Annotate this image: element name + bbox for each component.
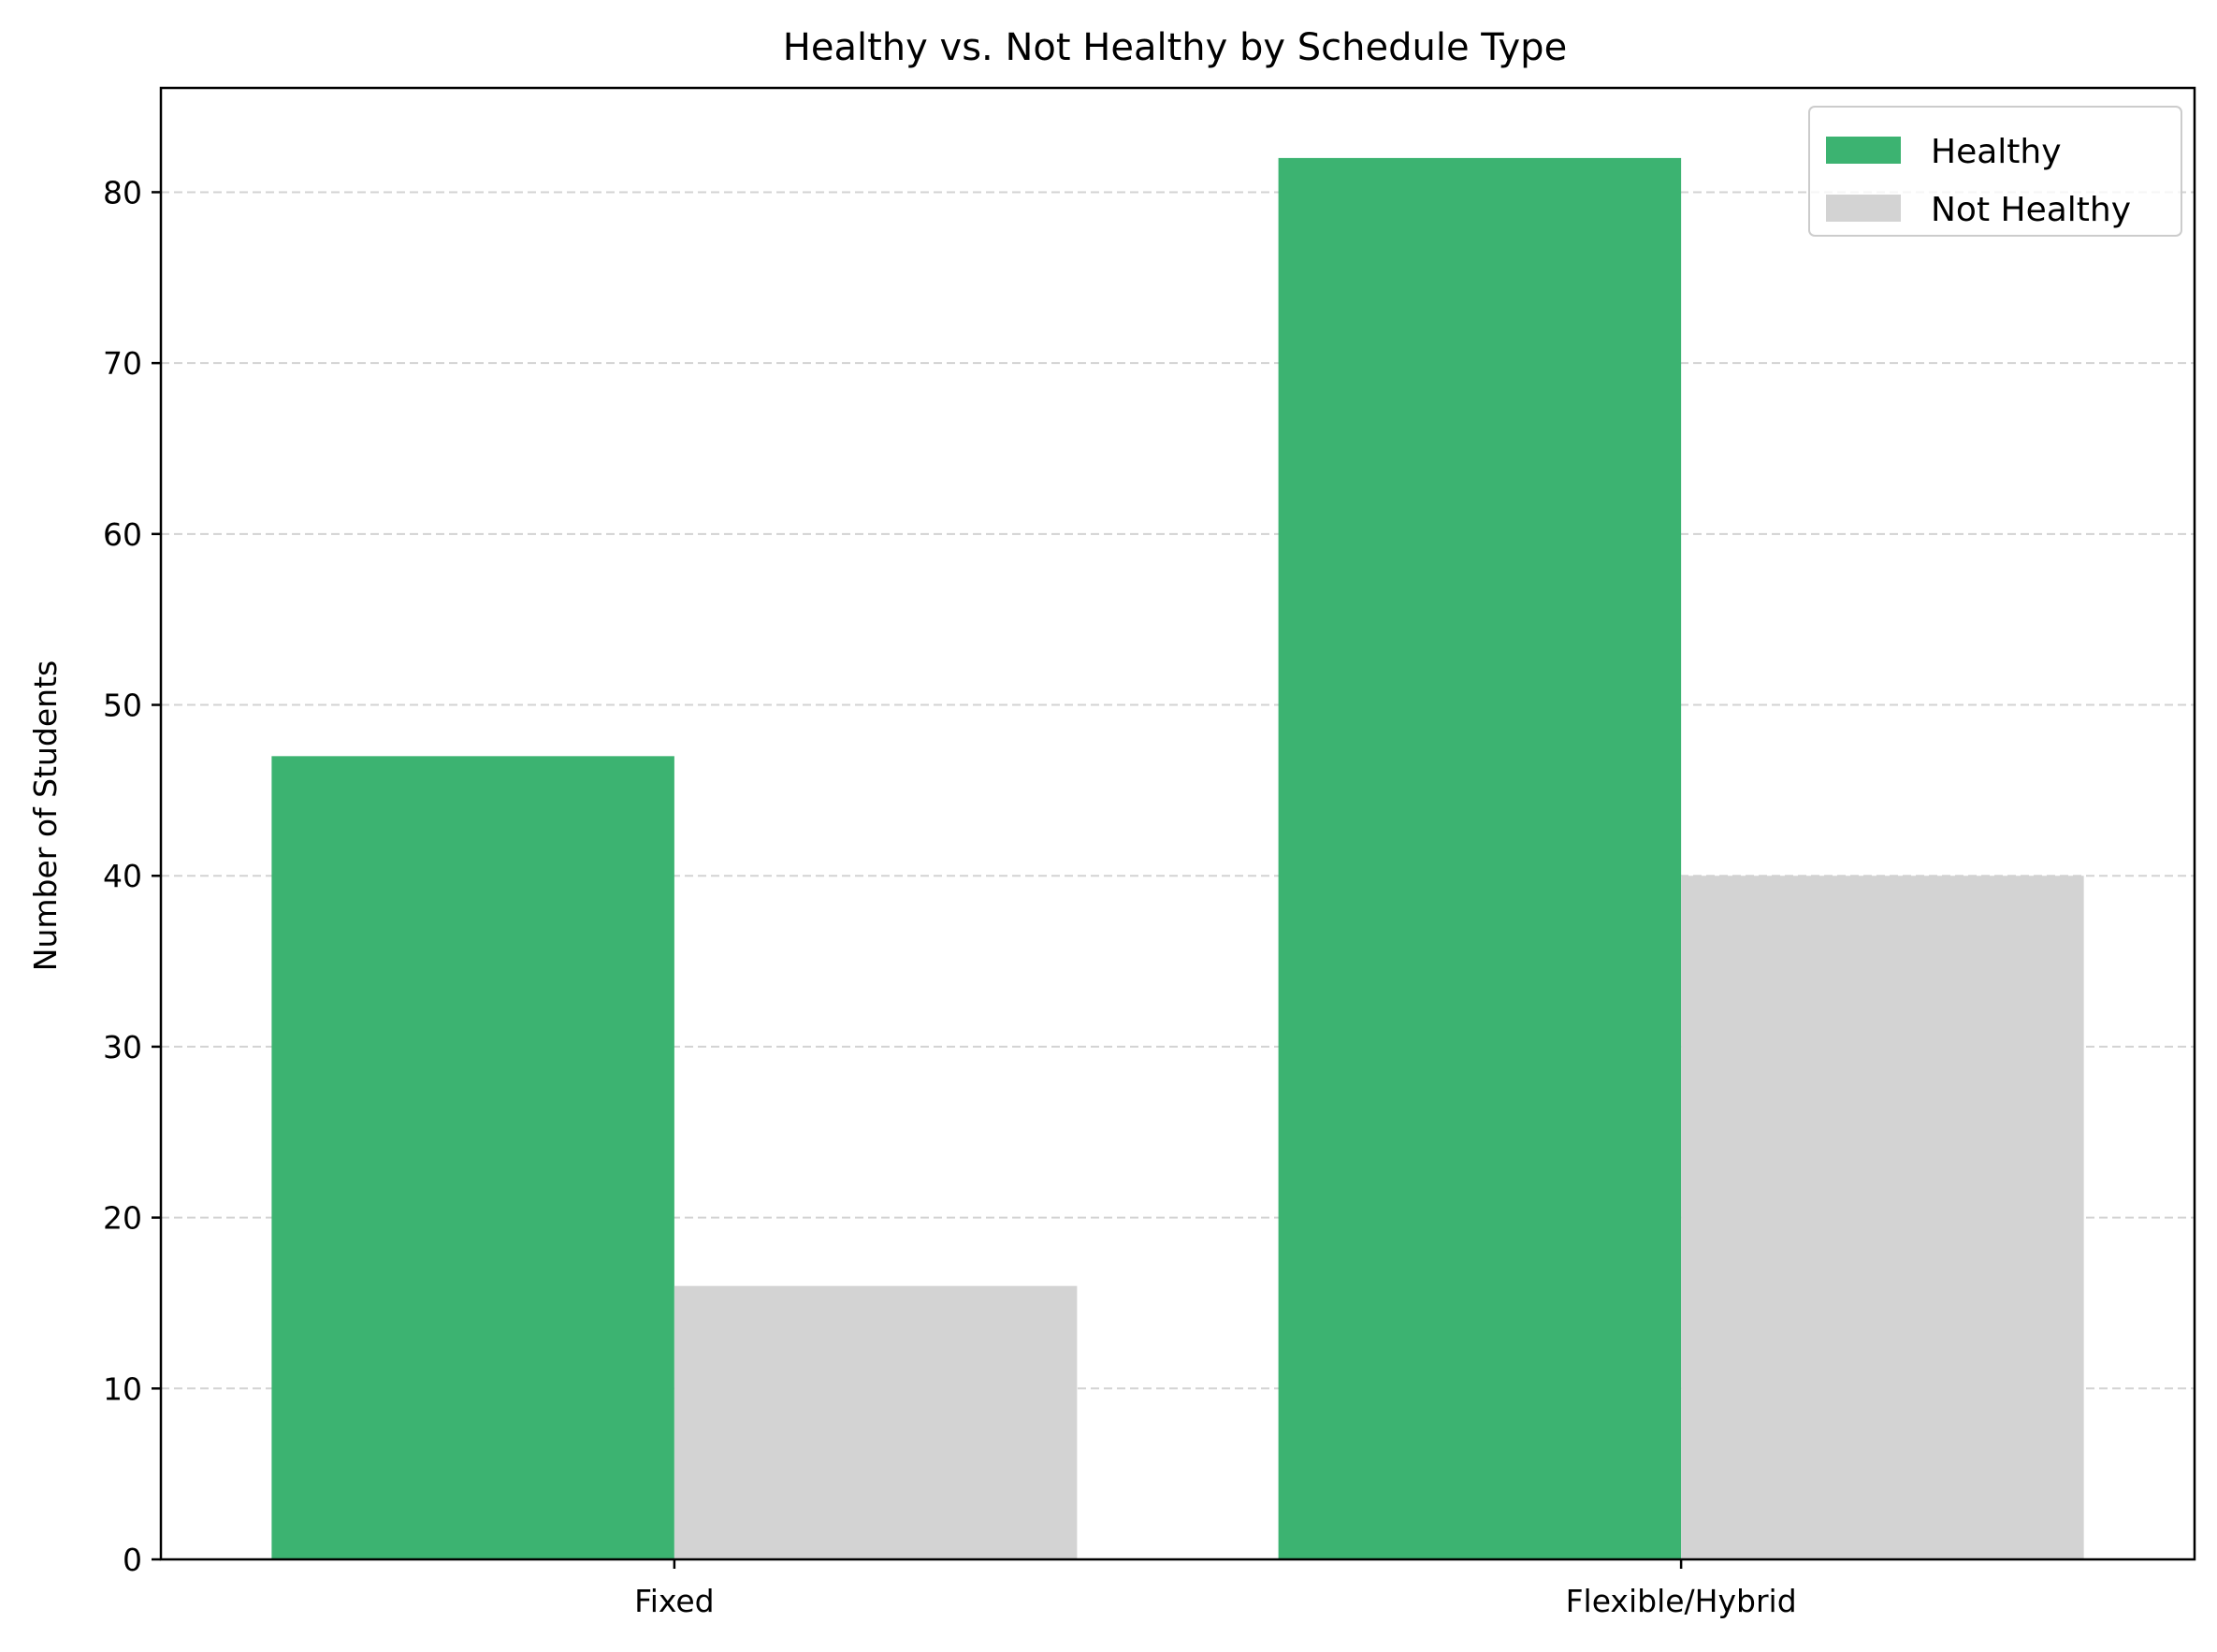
legend-swatch [1826,195,1901,222]
bar-healthy-flexible-hybrid [1278,157,1682,1559]
y-tick-label: 70 [103,345,142,382]
legend-swatch [1826,137,1901,164]
bar-not-healthy-flexible-hybrid [1681,876,2084,1559]
y-tick-label: 20 [103,1200,142,1237]
y-tick-label: 30 [103,1029,142,1065]
x-tick-label: Flexible/Hybrid [1566,1583,1797,1619]
y-tick-label: 0 [123,1542,142,1578]
bars [271,157,2084,1559]
y-tick-label: 50 [103,688,142,724]
y-tick-label: 10 [103,1370,142,1407]
x-tick-label: Fixed [634,1583,715,1619]
legend-box [1808,106,2182,237]
legend: Healthy Not Healthy [1808,106,2182,237]
y-axis-title: Number of Students [27,660,64,971]
plot-frame [159,86,2196,1561]
y-tick-label: 40 [103,858,142,894]
chart-title: Healthy vs. Not Healthy by Schedule Type [783,26,1567,69]
legend-label: Healthy [1931,133,2062,171]
bar-healthy-fixed [271,756,674,1559]
y-tick-label: 80 [103,174,142,210]
bar-not-healthy-fixed [674,1285,1078,1559]
legend-label: Not Healthy [1931,191,2131,229]
y-axis-ticks: 0 10 20 30 40 50 60 70 80 [103,174,161,1578]
x-axis-ticks: Fixed Flexible/Hybrid [634,1559,1797,1619]
y-tick-label: 60 [103,516,142,553]
